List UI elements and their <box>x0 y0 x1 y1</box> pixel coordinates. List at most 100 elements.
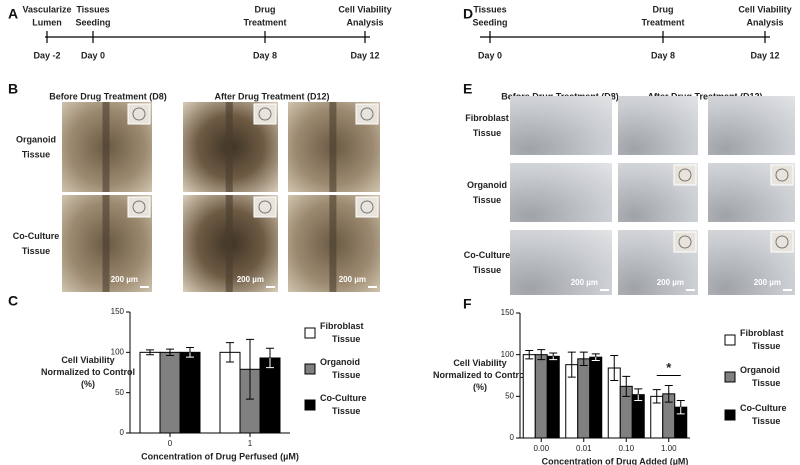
micrograph <box>618 96 698 155</box>
lumen-channel <box>102 102 110 192</box>
y-axis-label: (%) <box>473 382 487 392</box>
row-label: Tissue <box>473 195 501 205</box>
panel-label: D <box>463 6 473 22</box>
legend-swatch <box>304 327 316 339</box>
error-bar <box>166 348 174 357</box>
inset <box>770 231 794 253</box>
timeline-day: Day 12 <box>750 50 779 60</box>
legend-label: Co-Culture Tissue <box>740 403 787 426</box>
lumen-channel <box>102 195 110 292</box>
legend-swatch <box>724 371 736 383</box>
timeline-day: Day 0 <box>81 50 105 60</box>
row-label: Co-Culture <box>464 250 511 260</box>
inset <box>253 103 277 125</box>
timeline-day: Day 12 <box>350 50 379 60</box>
panel-label: C <box>8 293 18 309</box>
bar <box>577 358 591 439</box>
error-bar <box>622 375 631 397</box>
inset-organoid <box>258 107 272 121</box>
error-bar <box>579 351 588 366</box>
error-bar-top <box>549 352 558 357</box>
x-axis-label: Concentration of Drug Perfused (µM) <box>141 451 299 461</box>
bar <box>219 351 241 434</box>
x-tick-label: 0.00 <box>533 444 549 453</box>
lumen-channel <box>329 195 337 292</box>
inset-organoid <box>678 235 692 249</box>
row-label: Fibroblast <box>465 113 509 123</box>
panel-label: B <box>8 81 18 97</box>
scale-bar-label: 200 µm <box>237 275 264 284</box>
error-bar <box>664 385 673 403</box>
significance-label: * <box>666 360 672 375</box>
micrograph <box>510 96 612 155</box>
error-bar <box>226 342 234 363</box>
inset <box>355 196 379 218</box>
x-tick-label: 1.00 <box>661 444 677 453</box>
y-axis-label: (%) <box>81 379 95 389</box>
row-label: Organoid <box>16 134 56 144</box>
scale-bar-label: 200 µm <box>754 278 781 287</box>
y-tick-label: 0 <box>510 433 515 442</box>
timeline-day: Day 8 <box>651 50 675 60</box>
timeline-event: Treatment <box>243 17 286 27</box>
timeline-event: Cell Viability <box>738 4 791 14</box>
bar <box>534 354 548 439</box>
row-label: Tissue <box>473 128 501 138</box>
timeline-day: Day 0 <box>478 50 502 60</box>
panel-label: A <box>8 6 18 22</box>
inset <box>770 164 794 186</box>
row-label: Tissue <box>22 246 50 256</box>
timeline-event: Analysis <box>746 17 783 27</box>
scale-bar-label: 200 µm <box>657 278 684 287</box>
section-header: After Drug Treatment (D12) <box>647 91 762 101</box>
y-tick-label: 100 <box>111 347 125 356</box>
inset-organoid <box>775 168 789 182</box>
legend-label: Organoid Tissue <box>740 365 780 388</box>
inset-organoid <box>775 235 789 249</box>
legend-label: Organoid Tissue <box>320 357 360 380</box>
x-tick-label: 1 <box>248 439 253 448</box>
scale-bar-label: 200 µm <box>111 275 138 284</box>
panel-label: E <box>463 81 472 97</box>
y-tick-label: 50 <box>115 388 124 397</box>
error-bar-top <box>634 388 643 395</box>
timeline-event: Vascularize <box>22 4 71 14</box>
inset-organoid <box>132 200 146 214</box>
y-axis-label: Normalized to Control <box>433 370 527 380</box>
x-axis-label: Concentration of Drug Added (µM) <box>542 456 689 465</box>
error-bar <box>652 389 661 404</box>
error-bar-top <box>676 400 685 408</box>
timeline-event: Drug <box>653 4 674 14</box>
timeline-event: Analysis <box>346 17 383 27</box>
inset-organoid <box>132 107 146 121</box>
lumen-channel <box>225 195 233 292</box>
legend-label: Fibroblast Tissue <box>320 321 364 344</box>
error-bar-top <box>591 353 600 358</box>
timeline-event: Treatment <box>641 17 684 27</box>
timeline-day: Day -2 <box>33 50 60 60</box>
error-bar-top <box>266 347 274 358</box>
error-bar <box>537 349 546 361</box>
row-label: Tissue <box>473 265 501 275</box>
micrograph <box>510 163 612 222</box>
legend-label: Co-Culture Tissue <box>320 393 367 416</box>
legend-swatch <box>724 409 736 421</box>
x-tick-label: 0 <box>168 439 173 448</box>
timeline-event: Lumen <box>32 17 62 27</box>
bar <box>179 351 201 434</box>
bar <box>522 354 536 439</box>
inset <box>673 231 697 253</box>
scale-bar-label: 200 µm <box>339 275 366 284</box>
bar <box>631 394 645 439</box>
section-header: Before Drug Treatment (D8) <box>49 91 167 101</box>
panel-label: F <box>463 296 472 312</box>
bar <box>159 351 181 434</box>
timeline-event: Tissues <box>473 4 506 14</box>
y-tick-label: 0 <box>120 428 125 437</box>
timeline-event: Drug <box>255 4 276 14</box>
timeline-event: Seeding <box>75 17 110 27</box>
timeline-event: Tissues <box>76 4 109 14</box>
y-axis-label: Cell Viability <box>61 355 114 365</box>
inset <box>127 103 151 125</box>
